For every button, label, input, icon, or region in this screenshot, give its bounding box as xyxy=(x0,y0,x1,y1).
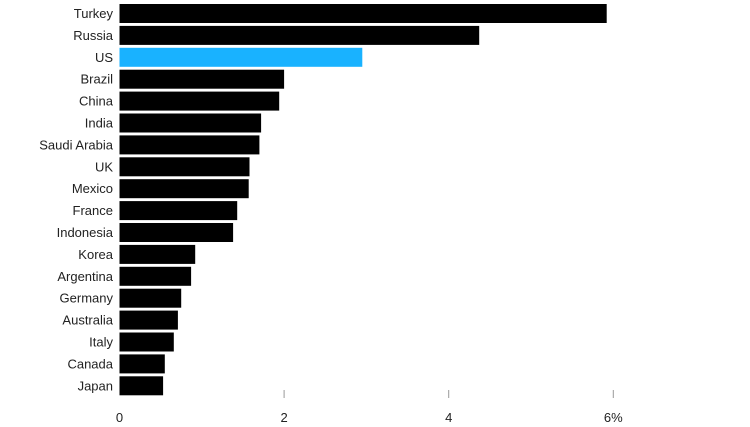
category-label-canada: Canada xyxy=(67,356,113,371)
bar-canada xyxy=(119,354,165,374)
category-label-russia: Russia xyxy=(73,28,114,43)
bar-france xyxy=(119,201,238,221)
bar-china xyxy=(119,91,280,111)
x-tick-label-3: 6% xyxy=(604,410,623,425)
bar-argentina xyxy=(119,266,192,286)
bar-turkey xyxy=(119,4,607,23)
bar-australia xyxy=(119,310,178,330)
bar-russia xyxy=(119,25,480,45)
category-label-australia: Australia xyxy=(62,313,113,328)
category-label-us: US xyxy=(95,50,113,65)
x-tick-label-0: 0 xyxy=(116,410,123,425)
bar-us xyxy=(119,47,363,67)
category-label-indonesia: Indonesia xyxy=(57,225,114,240)
category-label-germany: Germany xyxy=(60,291,114,306)
bar-uk xyxy=(119,157,250,177)
bar-india xyxy=(119,113,262,133)
category-labels: Turkey Russia US Brazil China India Saudi Arab… xyxy=(39,6,114,393)
x-tick-label-1: 2 xyxy=(280,410,287,425)
category-label-argentina: Argentina xyxy=(57,269,113,284)
bar-saudi-arabia xyxy=(119,135,260,155)
category-label-turkey: Turkey xyxy=(74,6,114,21)
category-label-brazil: Brazil xyxy=(80,72,113,87)
bar-korea xyxy=(119,244,196,264)
category-label-saudi-arabia: Saudi Arabia xyxy=(39,137,113,152)
category-label-france: France xyxy=(73,203,113,218)
bar-japan xyxy=(119,376,164,396)
bar-indonesia xyxy=(119,223,234,242)
bar-brazil xyxy=(119,69,285,89)
category-label-uk: UK xyxy=(95,159,113,174)
bars xyxy=(119,4,607,396)
x-axis: 0 2 4 6% xyxy=(116,390,623,425)
category-label-mexico: Mexico xyxy=(72,181,113,196)
bar-mexico xyxy=(119,179,249,199)
category-label-korea: Korea xyxy=(78,247,113,262)
bar-italy xyxy=(119,332,174,352)
x-tick-label-2: 4 xyxy=(445,410,452,425)
category-label-italy: Italy xyxy=(89,335,113,350)
category-label-japan: Japan xyxy=(78,378,113,393)
category-label-india: India xyxy=(85,116,114,131)
category-label-china: China xyxy=(79,94,114,109)
bar-germany xyxy=(119,288,182,308)
